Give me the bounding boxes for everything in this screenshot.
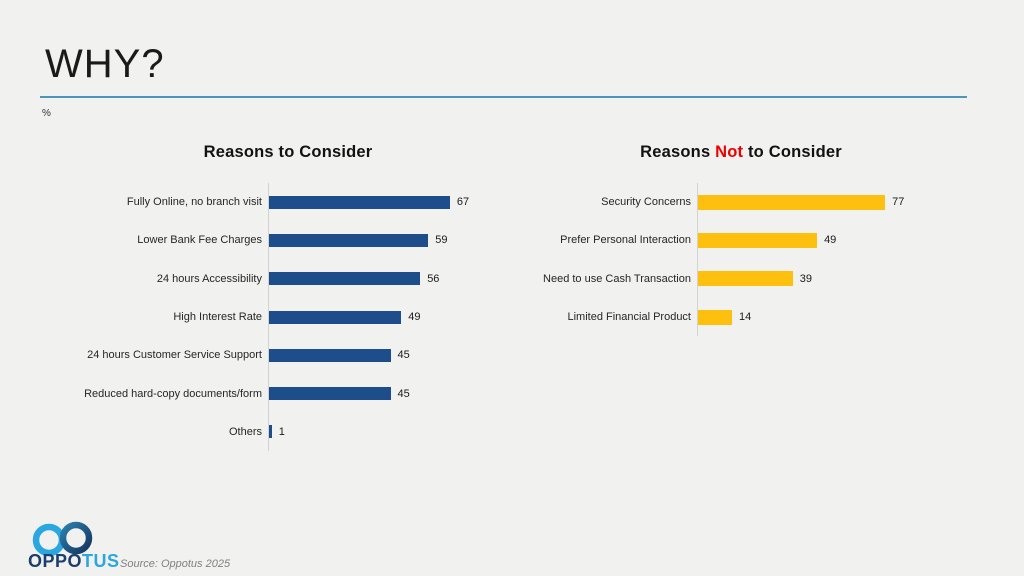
oppotus-wordmark: OPPOTUS: [28, 551, 120, 572]
bar: [269, 272, 421, 286]
bar-area: 77: [697, 183, 948, 222]
category-label: Need to use Cash Transaction: [543, 272, 691, 285]
bar-row: Need to use Cash Transaction 39: [478, 259, 948, 298]
source-note: Source: Oppotus 2025: [120, 558, 231, 570]
bar-row: Security Concerns 77: [478, 183, 948, 222]
category-label: 24 hours Customer Service Support: [87, 349, 262, 362]
bar-area: 49: [697, 221, 948, 260]
bar-area: 45: [268, 374, 519, 413]
category-label: Others: [228, 425, 262, 438]
bar: [269, 310, 402, 324]
category-label: Fully Online, no branch visit: [126, 196, 262, 209]
value-label: 39: [799, 272, 813, 285]
bar-row: 24 hours Customer Service Support 45: [49, 336, 519, 375]
value-label: 14: [739, 311, 752, 324]
category-label: Security Concerns: [601, 196, 691, 209]
title-divider: [40, 96, 967, 98]
value-label: 77: [892, 196, 905, 209]
bar-area: 1: [268, 412, 519, 452]
bar: [269, 195, 450, 209]
bar-area: 59: [268, 221, 519, 260]
chart-title-part: Reasons to Consider: [203, 143, 373, 161]
chart-rows: Security Concerns 77 Prefer Personal Inter…: [478, 183, 948, 337]
chart-rows: Fully Online, no branch visit 67 Lower Ban…: [49, 183, 519, 452]
bar: [698, 309, 733, 325]
bar: [269, 425, 272, 439]
page-title: WHY?: [45, 42, 165, 86]
chart-title: Reasons Not to Consider: [478, 143, 948, 169]
bar: [698, 194, 886, 210]
bar-row: Limited Financial Product 14: [478, 297, 948, 337]
bar-row: Fully Online, no branch visit 67: [49, 183, 519, 222]
value-label: 59: [435, 234, 448, 247]
category-label: 24 hours Accessibility: [156, 272, 262, 285]
bar-row: Others 1: [49, 412, 519, 452]
bar-row: Prefer Personal Interaction 49: [478, 221, 948, 260]
value-label: 49: [408, 311, 421, 324]
value-label: 45: [397, 349, 410, 362]
category-label: Reduced hard-copy documents/form: [84, 387, 262, 400]
bar-row: 24 hours Accessibility 56: [49, 259, 519, 298]
value-label: 67: [456, 196, 470, 209]
category-label: Lower Bank Fee Charges: [137, 234, 262, 247]
wordmark-primary: OPPO: [28, 551, 83, 571]
bar-area: 56: [268, 259, 519, 298]
value-label: 1: [278, 425, 285, 438]
bar-area: 45: [268, 336, 519, 375]
bar-row: High Interest Rate 49: [49, 297, 519, 337]
bar-area: 14: [697, 297, 948, 337]
bar-area: 49: [268, 297, 519, 337]
bar-area: 39: [697, 259, 948, 298]
value-label: 45: [397, 387, 410, 400]
value-label: 56: [427, 272, 440, 285]
category-label: High Interest Rate: [173, 310, 262, 323]
chart-reasons-not-to-consider: Reasons Not to Consider Security Concern…: [478, 143, 948, 337]
bar: [269, 387, 391, 401]
value-label: 49: [824, 234, 837, 247]
bar-row: Reduced hard-copy documents/form 45: [49, 374, 519, 413]
bar-area: 67: [268, 183, 519, 222]
chart-title-part: Reasons: [640, 143, 716, 161]
chart-title-part: to Consider: [743, 143, 842, 161]
bar: [698, 271, 793, 287]
bar: [269, 348, 391, 362]
bar: [269, 233, 429, 247]
wordmark-secondary: TUS: [82, 551, 120, 571]
chart-title-part: Not: [715, 143, 744, 161]
oppotus-logo-icon: [32, 521, 93, 557]
unit-label: %: [42, 108, 51, 119]
category-label: Prefer Personal Interaction: [560, 234, 691, 247]
chart-reasons-to-consider: Reasons to Consider Fully Online, no bra…: [49, 143, 519, 452]
chart-title: Reasons to Consider: [49, 143, 519, 169]
category-label: Limited Financial Product: [567, 310, 691, 323]
bar: [698, 232, 818, 248]
bar-row: Lower Bank Fee Charges 59: [49, 221, 519, 260]
